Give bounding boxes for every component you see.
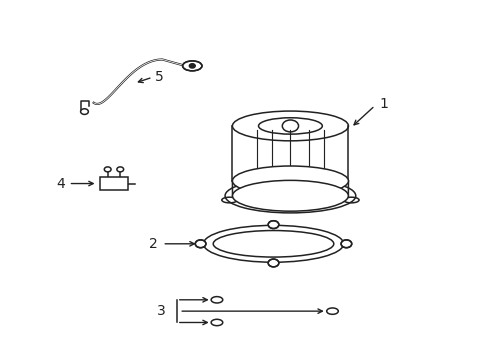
Bar	[100, 177, 128, 190]
Circle shape	[117, 167, 123, 172]
Ellipse shape	[232, 166, 348, 196]
Circle shape	[81, 109, 88, 114]
Circle shape	[267, 259, 278, 267]
Circle shape	[267, 221, 278, 229]
Text: 3: 3	[157, 304, 166, 318]
Text: 4: 4	[56, 176, 65, 190]
Circle shape	[195, 240, 205, 248]
Text: 1: 1	[379, 97, 388, 111]
Circle shape	[189, 64, 195, 68]
Ellipse shape	[182, 61, 202, 71]
Text: 2: 2	[148, 237, 157, 251]
Circle shape	[341, 240, 351, 248]
Ellipse shape	[232, 180, 347, 211]
Text: 5: 5	[155, 69, 163, 84]
Circle shape	[104, 167, 111, 172]
